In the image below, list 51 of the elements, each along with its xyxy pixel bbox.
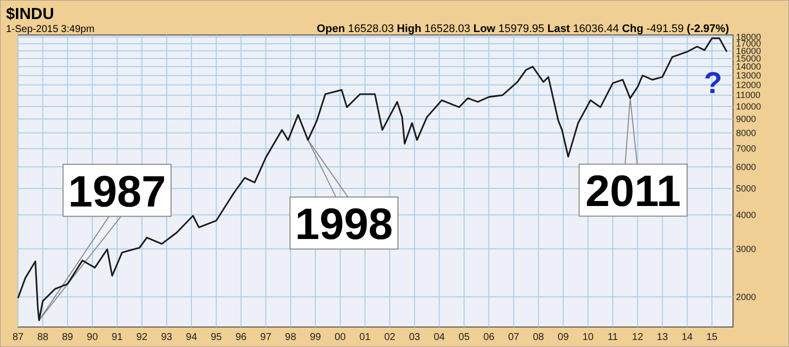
line-series [17,37,728,322]
x-tick-label: 07 [508,332,520,343]
x-tick-label: 93 [161,332,173,343]
x-tick-label: 00 [334,332,346,343]
y-tick-label: 10000 [736,101,762,112]
y-tick-label: 8000 [736,128,756,138]
x-tick-label: 15 [706,332,718,343]
x-tick-label: 88 [37,332,49,343]
x-tick-label: 98 [285,332,297,343]
annotation: 1998 [295,200,393,250]
x-tick-label: 14 [682,332,694,343]
y-tick-label: 7000 [736,144,756,154]
x-tick-label: 04 [434,332,446,343]
x-tick-label: 97 [260,332,272,343]
annotation: 1987 [68,167,166,216]
x-tick-label: 87 [12,332,24,343]
y-tick-label: 14000 [736,62,762,72]
x-tick-label: 13 [656,332,668,343]
annotation: ? [704,67,722,100]
y-tick-label: 4000 [736,210,756,220]
chart-subtitle: 1-Sep-2015 3:49pm [6,24,94,35]
y-tick-label: 11000 [736,90,760,100]
x-tick-label: 06 [483,332,495,343]
x-tick-label: 99 [310,332,322,343]
x-tick-label: 08 [532,332,544,343]
y-tick-label: 6000 [736,162,756,172]
x-tick-label: 11 [608,332,618,343]
x-tick-label: 91 [112,332,124,343]
y-tick-label: 5000 [736,183,756,194]
y-tick-label: 3000 [736,244,756,254]
x-tick-label: 02 [384,332,396,343]
x-tick-label: 96 [235,332,248,343]
x-tick-label: 09 [558,332,570,343]
y-tick-label: 13000 [736,70,762,80]
x-tick-label: 03 [408,332,421,343]
annotation: 2011 [585,167,681,216]
x-tick-label: 01 [359,332,371,343]
y-tick-label: 12000 [736,80,762,90]
x-tick-label: 05 [458,332,470,343]
y-tick-label: 2000 [736,292,756,302]
y-tick-label: 9000 [736,114,756,124]
x-tick-label: 90 [86,332,98,343]
x-tick-label: 10 [582,332,594,343]
text: Open 16528.03 High 16528.03 Low 15979.95 Last 16036.44 Chg -491.59 (-2.97%) [316,23,729,35]
x-tick-label: 89 [62,332,74,343]
x-tick-label: 12 [632,332,644,343]
x-tick-label: 92 [136,332,148,343]
x-tick-label: 94 [186,332,198,343]
chart-title: $INDU [6,6,54,23]
x-tick-label: 95 [210,332,222,343]
y-tick-label: 15000 [736,54,762,64]
